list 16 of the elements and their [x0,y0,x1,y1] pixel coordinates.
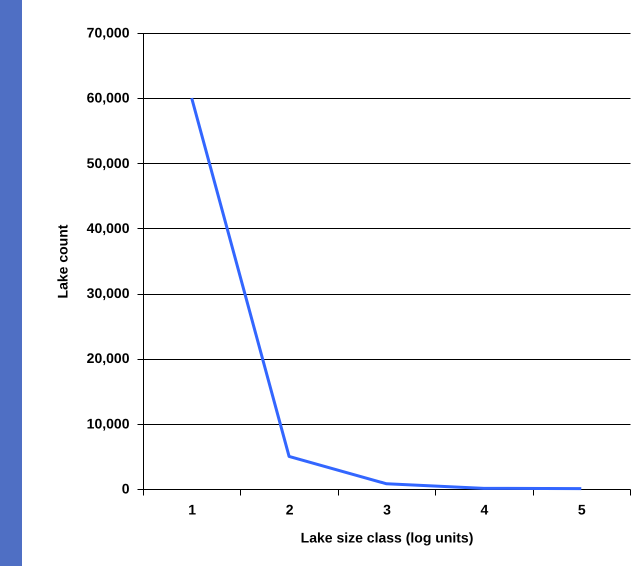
y-tick-label: 0 [122,480,130,496]
x-tick-label: 5 [578,502,586,518]
line-series [190,96,583,490]
y-tick-label: 50,000 [86,154,130,171]
y-tick-label: 20,000 [86,350,130,366]
x-tick-label: 1 [188,502,196,518]
y-tick-label: 60,000 [86,90,130,106]
y-axis-title: Lake count [54,224,71,298]
y-tick-label: 30,000 [86,285,130,302]
x-tick-label: 3 [383,502,392,518]
y-tick-label: 70,000 [86,24,130,40]
y-tick-label: 40,000 [86,220,130,236]
x-axis-title: Lake size class (log units) [300,530,474,546]
x-tick-label: 2 [286,502,294,518]
x-tick-label: 4 [480,502,488,518]
y-tick-label: 10,000 [86,415,130,432]
